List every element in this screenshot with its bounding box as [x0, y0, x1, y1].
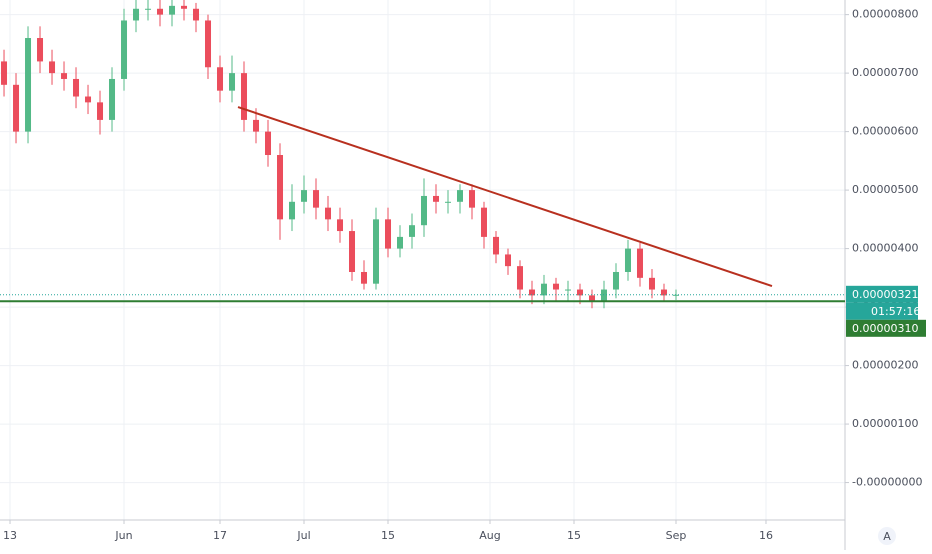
- x-tick-label: Aug: [479, 529, 500, 542]
- candle-body: [660, 289, 667, 296]
- candle-body: [588, 295, 595, 302]
- y-tick-label: 0.00000600: [852, 125, 918, 138]
- countdown-tag: [846, 302, 918, 320]
- candle-body: [193, 8, 200, 21]
- candle-body: [325, 207, 332, 220]
- candle-body: [301, 190, 308, 202]
- candle-body: [133, 8, 140, 21]
- y-tick-label: 0.00000100: [852, 417, 918, 430]
- candle-body: [1, 61, 8, 85]
- scale-button-label[interactable]: A: [883, 530, 891, 543]
- candle-body: [13, 84, 20, 132]
- candle-body: [73, 78, 80, 97]
- y-tick-label: 0.00000200: [852, 359, 918, 372]
- y-tick-label: 0.00000500: [852, 183, 918, 196]
- candle-body: [516, 266, 523, 290]
- candle-body: [157, 8, 164, 15]
- last-price-tag: [846, 285, 918, 303]
- candle-body: [385, 219, 392, 249]
- countdown-label: 01:57:16: [871, 305, 920, 318]
- candle-body: [205, 20, 212, 68]
- candle-body: [313, 190, 320, 208]
- candle-body: [217, 67, 224, 91]
- candle-body: [492, 236, 499, 255]
- candle-body: [337, 219, 344, 232]
- candle-body: [636, 248, 643, 278]
- candle-body: [241, 73, 248, 120]
- trendline: [237, 106, 773, 287]
- x-tick-label: 13: [3, 529, 17, 542]
- candle-body: [25, 38, 32, 132]
- candle-body: [85, 96, 92, 103]
- candle-body: [420, 195, 427, 226]
- candle-body: [229, 73, 236, 91]
- candle-body: [289, 201, 296, 220]
- candle-body: [564, 289, 571, 291]
- candle-body: [265, 131, 272, 156]
- x-tick-label: Sep: [666, 529, 687, 542]
- candle-body: [109, 78, 116, 120]
- candle-body: [480, 207, 487, 237]
- candle-body: [277, 155, 284, 220]
- x-tick-label: 15: [567, 529, 581, 542]
- candle-body: [49, 61, 56, 74]
- x-tick-label: Jul: [296, 529, 310, 542]
- candle-body: [169, 5, 176, 15]
- y-tick-label: 0.00000800: [852, 8, 918, 21]
- candle-body: [97, 102, 104, 120]
- y-tick-label: 0.00000400: [852, 242, 918, 255]
- candle-body: [648, 277, 655, 290]
- scale-button[interactable]: [878, 527, 896, 545]
- candle-body: [349, 231, 356, 272]
- candle-body: [432, 195, 439, 202]
- candle-body: [253, 119, 260, 132]
- x-tick-label: Jun: [114, 529, 132, 542]
- candle-body: [552, 283, 559, 290]
- x-tick-label: 17: [213, 529, 227, 542]
- y-tick-label: -0.00000000: [852, 476, 922, 489]
- candle-body: [37, 38, 44, 62]
- candle-body: [504, 254, 511, 267]
- candle-body: [373, 219, 380, 284]
- candle-body: [61, 73, 68, 79]
- candle-body: [145, 8, 152, 10]
- candle-body: [600, 289, 607, 302]
- candle-body: [409, 225, 416, 237]
- candle-body: [576, 289, 583, 296]
- candle-body: [528, 289, 535, 296]
- candle-body: [456, 190, 463, 202]
- x-tick-label: 15: [381, 529, 395, 542]
- candle-body: [624, 248, 631, 272]
- candle-body: [181, 5, 188, 9]
- last-price-label: 0.00000321: [852, 288, 918, 301]
- candle-body: [468, 190, 475, 208]
- candle-body: [540, 283, 547, 296]
- candle-body: [612, 271, 619, 290]
- y-tick-label: 0.00000700: [852, 66, 918, 79]
- x-tick-label: 16: [759, 529, 773, 542]
- candle-body: [361, 271, 368, 284]
- candle-body: [121, 20, 128, 79]
- support-label: 0.00000310: [852, 322, 918, 335]
- candle-body: [397, 236, 404, 249]
- candle-body: [444, 201, 451, 203]
- support-tag: [846, 319, 926, 337]
